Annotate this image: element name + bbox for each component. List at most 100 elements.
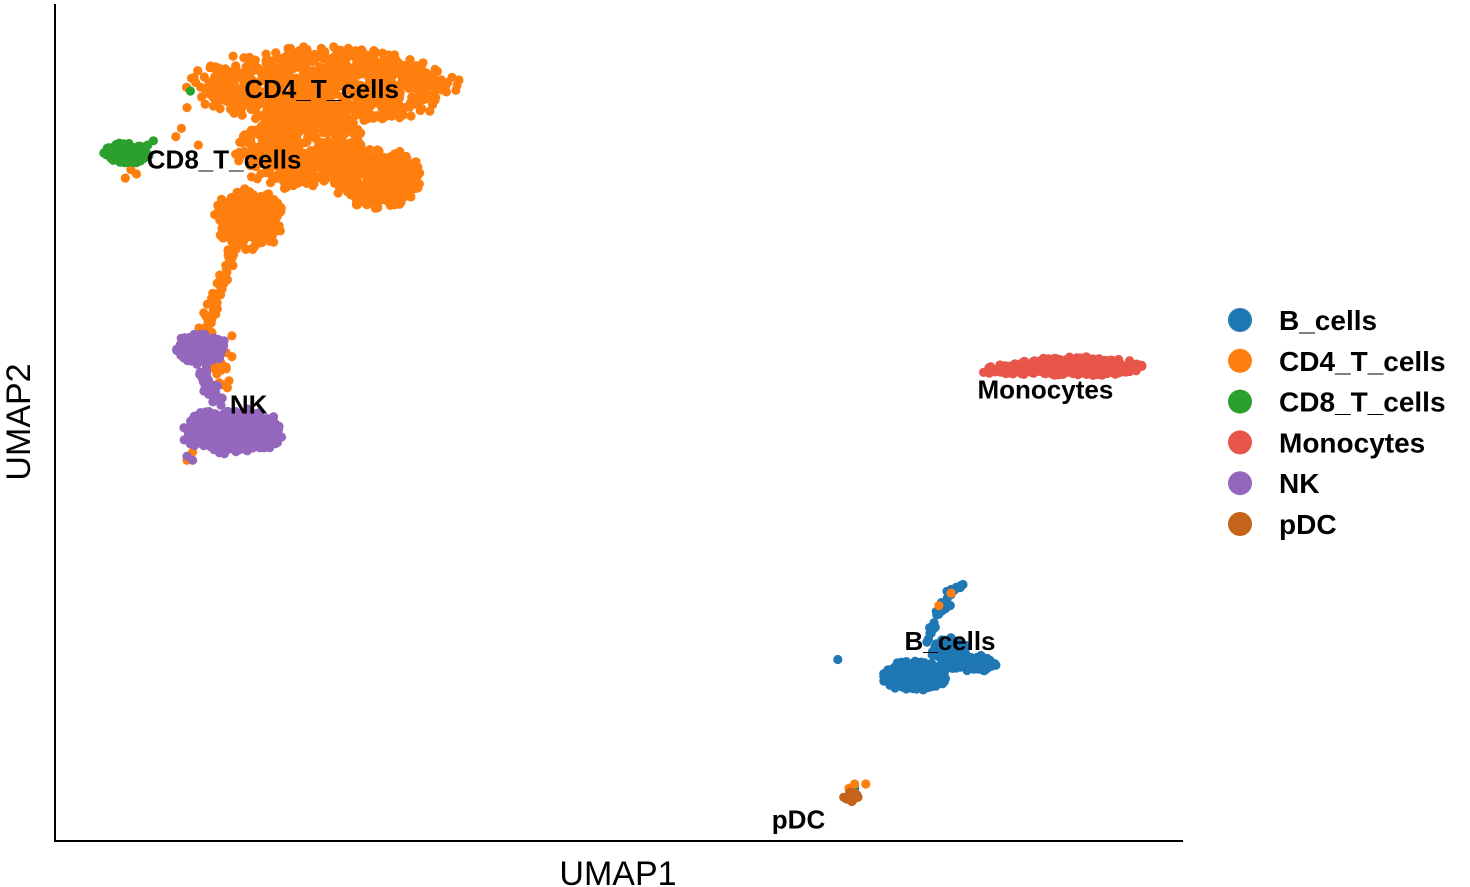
point-cd4-t-cells <box>327 71 337 81</box>
point-b-cells <box>951 582 961 592</box>
point-cd4-t-cells <box>294 89 305 99</box>
point-b-cells <box>884 668 894 678</box>
point-cd4-t-cells <box>208 309 218 320</box>
series-cd4-t-cells <box>120 42 956 793</box>
legend-label-cd4-t-cells: CD4_T_cells <box>1279 346 1446 377</box>
point-cd4-t-cells <box>434 79 444 89</box>
point-cd4-t-cells <box>399 74 409 84</box>
point-cd4-t-cells <box>362 114 373 124</box>
point-cd4-t-cells <box>218 233 228 243</box>
point-cd4-t-cells <box>290 166 300 176</box>
point-b-cells <box>941 644 951 654</box>
point-cd4-t-cells <box>208 301 218 311</box>
point-cd4-t-cells <box>322 122 332 132</box>
point-cd4-t-cells <box>406 111 416 121</box>
point-cd4-t-cells <box>294 155 304 165</box>
point-cd4-t-cells <box>364 70 375 80</box>
point-cd4-t-cells <box>271 144 281 154</box>
point-cd4-t-cells <box>280 78 291 88</box>
point-nk <box>251 432 262 442</box>
point-cd4-t-cells <box>365 145 375 155</box>
point-pdc <box>841 793 851 803</box>
point-cd4-t-cells <box>447 72 457 82</box>
point-cd4-t-cells <box>304 93 314 103</box>
point-nk <box>232 424 242 434</box>
point-cd4-t-cells <box>393 93 403 103</box>
point-cd4-t-cells <box>229 70 239 80</box>
point-b-cells <box>833 654 843 665</box>
point-monocytes <box>1036 365 1047 375</box>
point-cd4-t-cells <box>200 99 210 109</box>
point-cd4-t-cells <box>228 51 238 61</box>
point-cd4-t-cells <box>227 211 237 221</box>
point-cd4-t-cells <box>212 363 222 373</box>
point-cd4-t-cells <box>120 173 130 183</box>
point-cd4-t-cells <box>352 93 362 104</box>
point-cd4-t-cells <box>303 161 313 171</box>
point-cd4-t-cells <box>946 588 956 598</box>
point-cd4-t-cells <box>313 122 323 132</box>
cluster-label-pdc: pDC <box>772 804 826 834</box>
point-b-cells <box>924 672 935 683</box>
point-nk <box>209 415 219 425</box>
cluster-label-cd8-t-cells: CD8_T_cells <box>147 144 302 174</box>
cluster-label-cd4-t-cells: CD4_T_cells <box>244 74 399 104</box>
point-cd4-t-cells <box>370 87 380 97</box>
point-nk <box>183 427 193 437</box>
point-cd4-t-cells <box>429 89 439 99</box>
point-monocytes <box>1101 362 1112 372</box>
point-cd4-t-cells <box>269 63 279 73</box>
point-cd4-t-cells <box>342 187 352 197</box>
point-cd4-t-cells <box>293 59 303 69</box>
cluster-label-nk: NK <box>230 389 268 419</box>
point-cd4-t-cells <box>171 132 181 142</box>
point-cd4-t-cells <box>219 209 229 219</box>
point-cd4-t-cells <box>364 57 374 67</box>
point-nk <box>189 341 199 351</box>
point-cd4-t-cells <box>289 102 299 112</box>
point-cd4-t-cells <box>367 100 377 110</box>
point-cd4-t-cells <box>329 42 339 52</box>
point-cd4-t-cells <box>298 79 308 89</box>
point-cd4-t-cells <box>250 240 260 250</box>
point-cd8-t-cells <box>134 141 144 151</box>
point-cd4-t-cells <box>415 78 425 88</box>
point-cd4-t-cells <box>375 75 385 85</box>
point-cd8-t-cells <box>109 154 120 164</box>
point-cd4-t-cells <box>285 66 295 76</box>
legend-marker-cd8-t-cells <box>1228 389 1252 414</box>
point-cd4-t-cells <box>303 178 313 188</box>
point-cd4-t-cells <box>262 58 272 68</box>
point-cd4-t-cells <box>430 64 440 74</box>
point-cd4-t-cells <box>387 79 398 89</box>
point-cd4-t-cells <box>295 122 305 132</box>
legend-label-cd8-t-cells: CD8_T_cells <box>1279 387 1446 418</box>
point-cd4-t-cells <box>228 250 239 260</box>
point-cd4-t-cells <box>242 212 252 222</box>
point-cd4-t-cells <box>333 127 344 138</box>
point-cd4-t-cells <box>213 200 223 210</box>
point-nk <box>189 329 199 340</box>
point-cd4-t-cells <box>205 63 215 73</box>
point-nk <box>259 420 269 430</box>
point-cd4-t-cells <box>360 160 370 170</box>
point-cd8-t-cells <box>120 157 130 167</box>
point-b-cells <box>918 685 928 695</box>
point-cd4-t-cells <box>270 132 280 142</box>
point-cd4-t-cells <box>319 102 329 112</box>
point-b-cells <box>927 647 938 657</box>
point-nk <box>190 355 200 365</box>
point-cd8-t-cells <box>148 136 158 146</box>
point-b-cells <box>897 660 907 670</box>
point-cd4-t-cells <box>282 156 292 166</box>
point-cd4-t-cells <box>242 77 252 87</box>
point-cd8-t-cells <box>130 157 140 167</box>
point-cd4-t-cells <box>379 160 389 170</box>
point-b-cells <box>922 660 932 670</box>
point-cd4-t-cells <box>423 80 433 90</box>
point-nk <box>260 438 270 448</box>
legend-marker-cd4-t-cells <box>1228 348 1252 373</box>
point-nk <box>267 418 277 428</box>
point-cd4-t-cells <box>370 159 380 169</box>
point-cd4-t-cells <box>287 52 297 62</box>
